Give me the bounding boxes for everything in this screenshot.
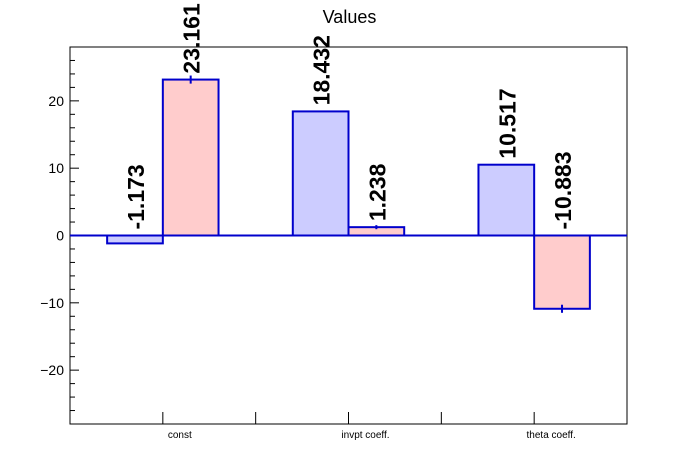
y-tick-label: −20 bbox=[40, 362, 64, 378]
y-axis: −20 −10 0 10 20 bbox=[40, 46, 79, 425]
data-label: 10.517 bbox=[494, 88, 520, 158]
x-axis: const invpt coeff. theta coeff. bbox=[162, 412, 576, 441]
y-tick-label: 20 bbox=[48, 93, 64, 109]
data-label: 18.432 bbox=[309, 35, 335, 105]
bar bbox=[291, 110, 350, 237]
chart-title: Values bbox=[323, 7, 377, 27]
data-labels: -1.173 18.432 10.517 23.161 1.238 -10.883 bbox=[123, 3, 576, 229]
y-tick-label: 10 bbox=[48, 160, 64, 176]
bar bbox=[533, 234, 591, 310]
bar bbox=[106, 234, 164, 245]
bars bbox=[106, 78, 591, 310]
data-label: 1.238 bbox=[364, 163, 390, 221]
x-category-label: theta coeff. bbox=[527, 430, 576, 441]
x-category-label: invpt coeff. bbox=[341, 430, 389, 441]
data-label: 23.161 bbox=[179, 3, 205, 74]
bar bbox=[477, 163, 536, 237]
y-tick-label: 0 bbox=[56, 228, 64, 244]
bar bbox=[161, 78, 220, 237]
data-label: -10.883 bbox=[550, 151, 576, 229]
data-label: -1.173 bbox=[123, 164, 149, 229]
error-bars bbox=[189, 75, 564, 313]
y-tick-label: −10 bbox=[40, 295, 64, 311]
x-category-label: const bbox=[168, 430, 192, 441]
